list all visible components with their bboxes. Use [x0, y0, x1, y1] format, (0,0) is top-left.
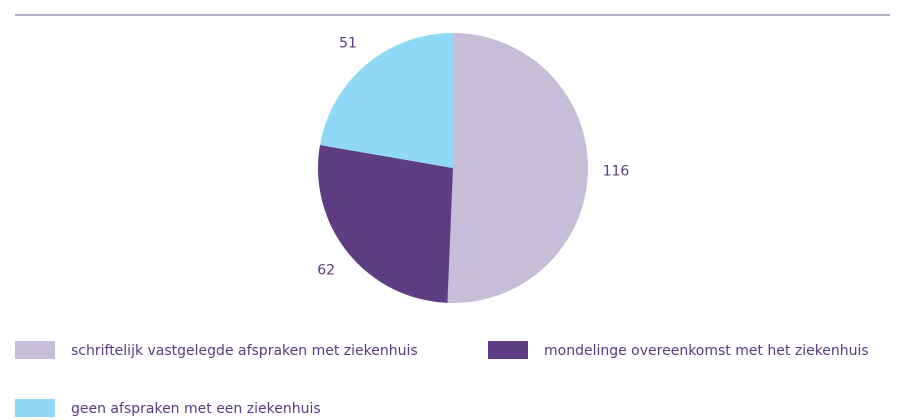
- pie-slice: [318, 144, 453, 303]
- pie-slice: [447, 33, 589, 304]
- data-label: 62: [317, 262, 335, 278]
- legend-swatch: [15, 399, 55, 417]
- legend-label: mondelinge overeenkomst met het ziekenhu…: [544, 343, 869, 359]
- legend-swatch: [488, 341, 528, 359]
- legend-label: geen afspraken met een ziekenhuis: [71, 401, 321, 417]
- legend-label: schriftelijk vastgelegde afspraken met z…: [71, 343, 418, 359]
- data-label: 51: [339, 35, 357, 51]
- data-label: 116: [603, 163, 630, 179]
- legend-swatch: [15, 341, 55, 359]
- pie-slice: [319, 33, 453, 168]
